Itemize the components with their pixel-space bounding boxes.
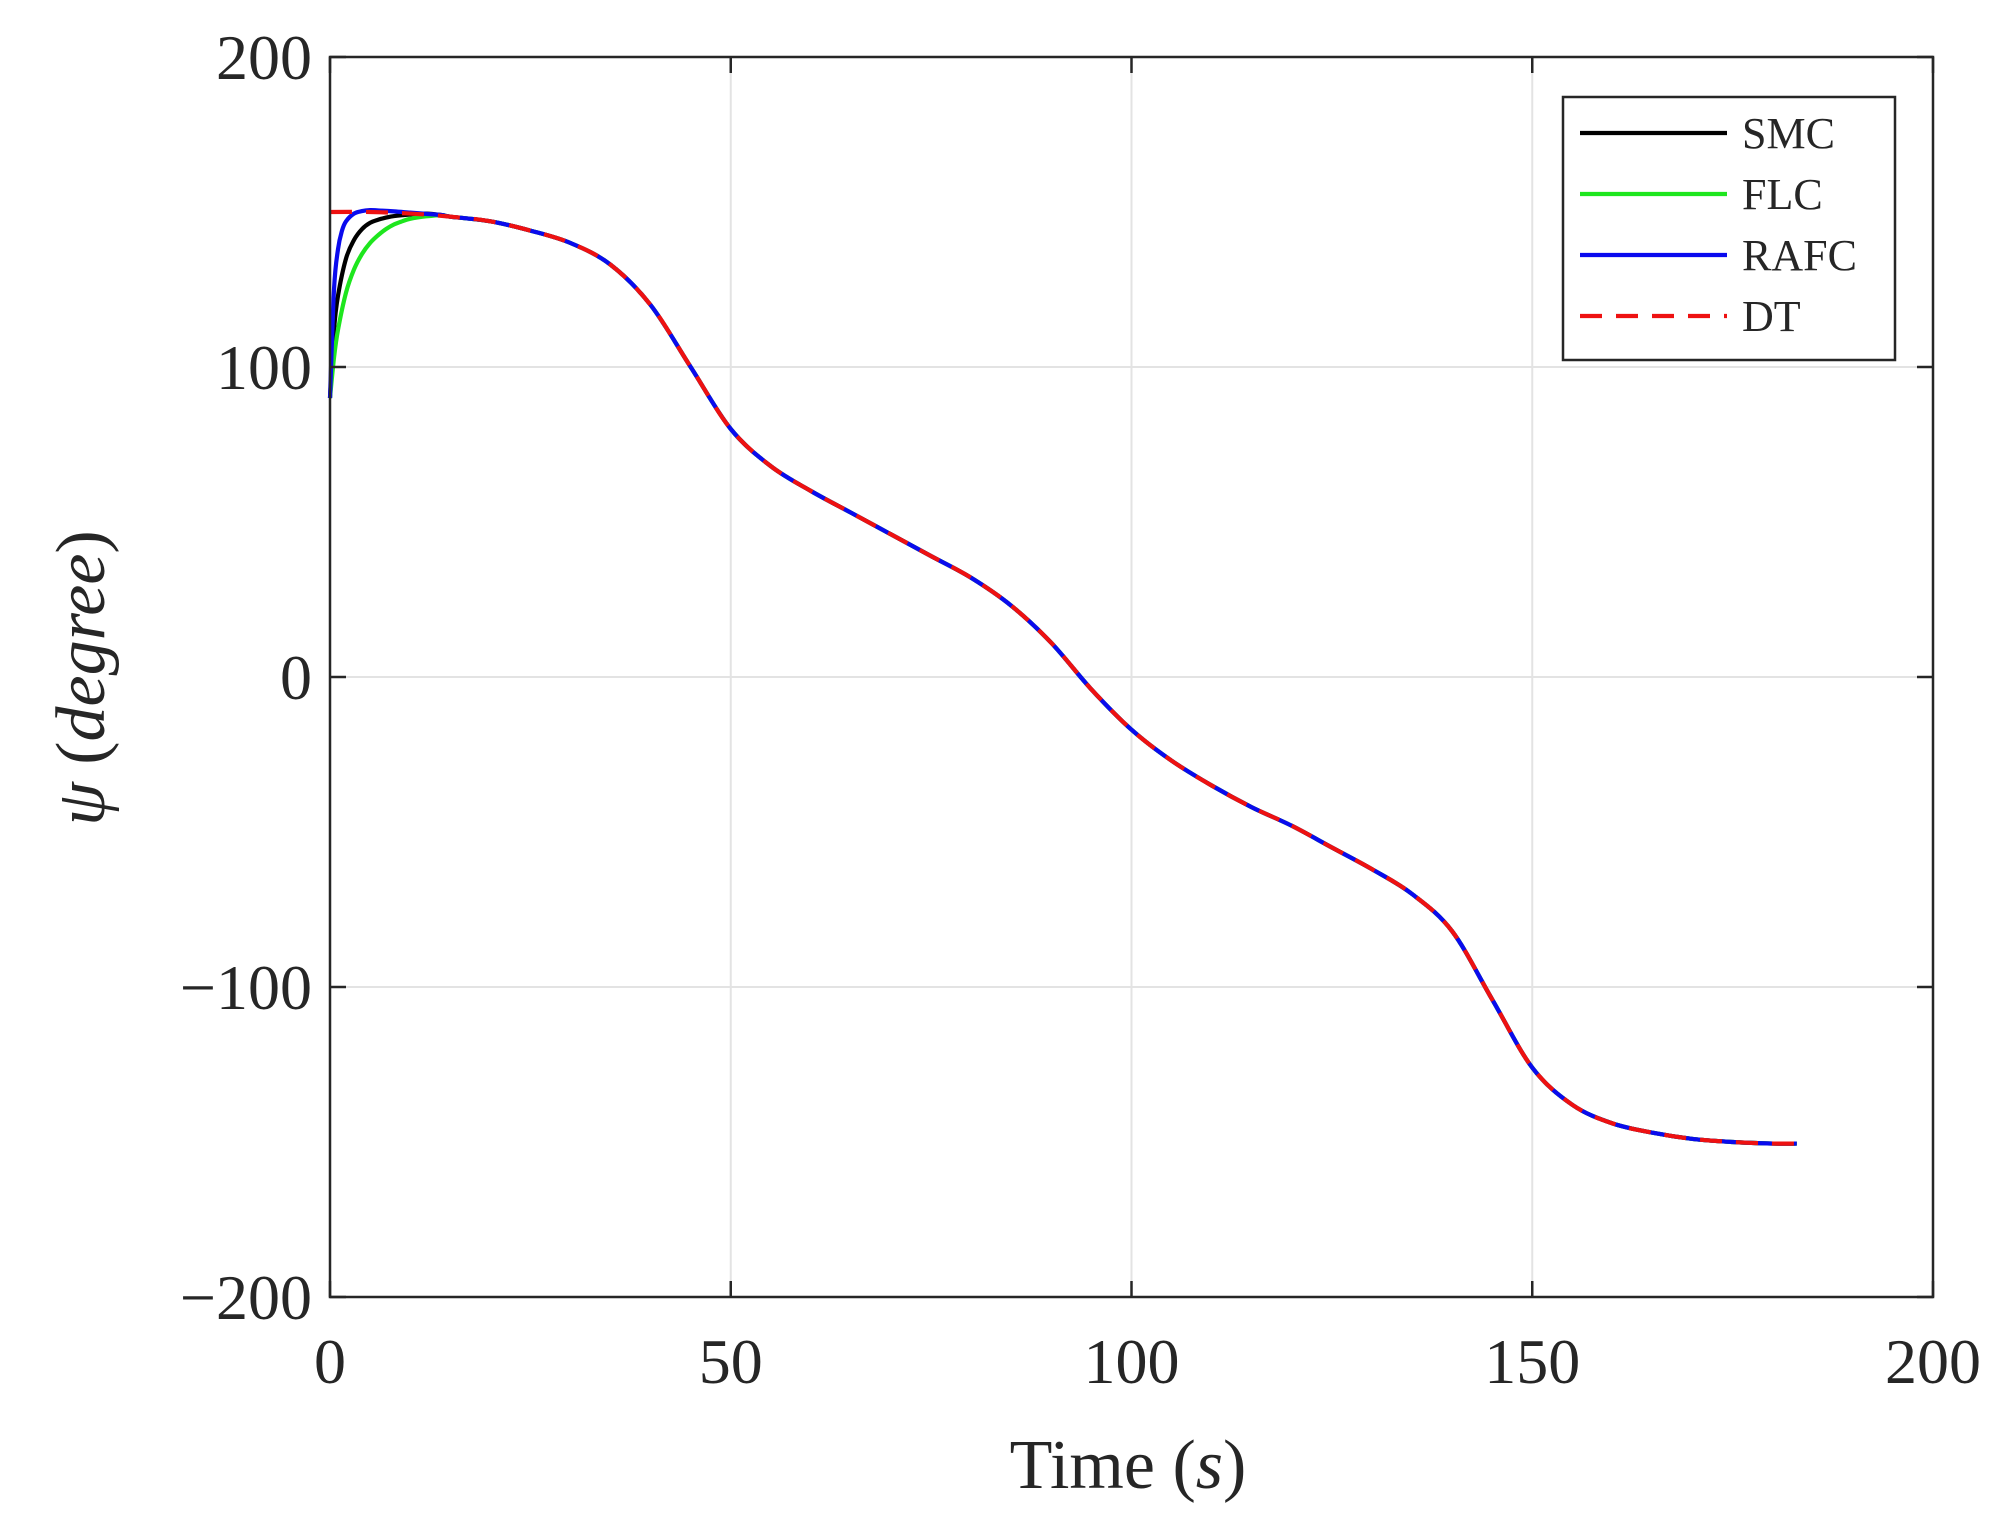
y-tick-label: 0 (280, 642, 312, 713)
x-axis-label: Time (s) (1010, 1427, 1247, 1504)
y-tick-label: 200 (216, 22, 312, 93)
x-tick-label: 200 (1885, 1326, 1981, 1397)
legend-box (1561, 95, 1897, 362)
series-line-dt (329, 209, 1797, 1146)
legend-label-dt: DT (1742, 292, 1801, 341)
x-tick-label: 0 (314, 1326, 346, 1397)
plot-lines (327, 208, 1797, 1146)
axes (328, 55, 1935, 1299)
y-axis-label-symbol: ψ (43, 781, 120, 826)
plot-area-border (328, 55, 1935, 1299)
y-axis-label: ψ (degree) (43, 530, 120, 825)
y-tick-label: −100 (180, 952, 312, 1023)
legend: SMC FLC RAFC DT (1561, 95, 1897, 362)
legend-label-flc: FLC (1742, 170, 1823, 219)
x-axis-label-main: Time (1010, 1427, 1155, 1504)
y-tick-label: −200 (180, 1262, 312, 1333)
x-tick-labels: 0 50 100 150 200 (314, 1326, 1981, 1397)
y-tick-label: 100 (216, 332, 312, 403)
x-axis-label-unit: s (1196, 1427, 1223, 1504)
grid (330, 57, 1933, 1297)
x-tick-label: 50 (699, 1326, 763, 1397)
x-tick-label: 100 (1084, 1326, 1180, 1397)
legend-label-rafc: RAFC (1742, 231, 1857, 280)
y-axis-label-unit: degree (43, 554, 120, 742)
y-tick-labels: 200 100 0 −100 −200 (180, 22, 312, 1333)
legend-label-smc: SMC (1742, 109, 1835, 158)
x-tick-label: 150 (1484, 1326, 1580, 1397)
